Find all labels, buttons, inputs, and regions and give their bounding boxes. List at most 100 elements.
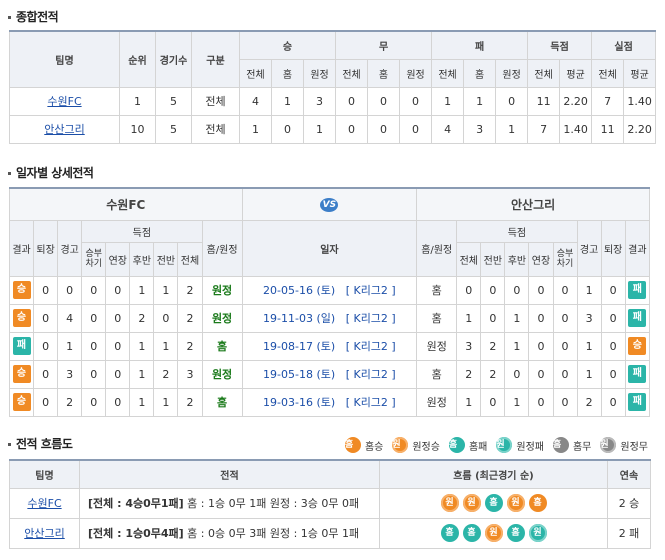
result-badge: 승 — [12, 393, 31, 411]
result-badge: 승 — [12, 365, 31, 383]
stat-cell: 0 — [600, 275, 626, 305]
flow-icon: 원 — [528, 524, 547, 542]
stat-cell: 0 — [480, 275, 506, 305]
table-row: 승 0 3 0 0 1 2 3 원정 19-05-18 (토) [ K리그2 ] 홈 2 2 0 0 0 1 0 패 — [8, 359, 651, 389]
cell: 4 — [431, 114, 465, 144]
stat-cell: 4 — [57, 303, 83, 333]
legend-label: 홈패 — [468, 441, 488, 453]
result-cell: 패 — [8, 331, 35, 361]
h-h2: 후반 — [129, 241, 155, 277]
record-total: [전체 : 1승0무4패] — [88, 527, 184, 540]
stat-cell: 2 — [153, 359, 179, 389]
stat-cell: 0 — [57, 275, 83, 305]
streak-cell: 2 승 — [607, 487, 651, 519]
stat-cell: 0 — [552, 303, 578, 333]
stat-cell: 1 — [504, 331, 530, 361]
stat-cell: 0 — [600, 303, 626, 333]
stat-cell: 0 — [600, 387, 626, 417]
record-detail: 홈 : 0승 0무 3패 원정 : 1승 0무 1패 — [183, 527, 360, 540]
h-total: 전체 — [177, 241, 203, 277]
sub-home: 홈 — [271, 58, 304, 88]
legend-icon: 원 — [600, 437, 617, 453]
home-away-cell: 홈 — [416, 303, 458, 333]
stat-cell: 1 — [129, 359, 155, 389]
result-cell: 패 — [624, 275, 651, 305]
flow-icon: 원 — [484, 524, 503, 542]
sub-total: 전체 — [527, 58, 561, 88]
flow-icon: 홈 — [440, 524, 459, 542]
cell: 1 — [495, 114, 529, 144]
home-away-cell: 원정 — [201, 275, 243, 305]
table-row: 승 0 0 0 0 1 1 2 원정 20-05-16 (토) [ K리그2 ] 홈 0 0 0 0 0 1 0 패 — [8, 275, 651, 305]
legend-label: 원정패 — [516, 441, 544, 453]
cell: 0 — [495, 86, 529, 116]
cell: 7 — [591, 86, 625, 116]
stat-cell: 0 — [552, 359, 578, 389]
stat-cell: 0 — [81, 359, 107, 389]
cell: 0 — [399, 114, 433, 144]
result-badge: 패 — [628, 281, 647, 299]
result-cell: 승 — [8, 387, 35, 417]
daily-table: 수원FC VS 안산그리 결과 퇴장 경고 득점 홈/원정 일자 홈/원정 득점… — [8, 187, 651, 417]
team-link[interactable]: 수원FC — [47, 95, 82, 108]
cell: 0 — [367, 86, 401, 116]
header-rank: 순위 — [119, 30, 156, 88]
stat-cell: 0 — [33, 387, 59, 417]
h-ext: 연장 — [528, 241, 554, 277]
date-cell: 19-03-16 (토) [ K리그2 ] — [241, 387, 418, 417]
legend-label: 원정승 — [412, 441, 440, 453]
flow-icon: 홈 — [506, 524, 525, 542]
stat-cell: 1 — [153, 275, 179, 305]
stat-cell: 0 — [528, 275, 554, 305]
date-text: 19-05-18 (토) — [263, 368, 336, 381]
result-cell: 패 — [624, 303, 651, 333]
legend-label: 홈승 — [364, 441, 384, 453]
date-cell: 20-05-16 (토) [ K리그2 ] — [241, 275, 418, 305]
h-total: 전체 — [456, 241, 482, 277]
table-row: 안산그리 [전체 : 1승0무4패] 홈 : 0승 0무 3패 원정 : 1승 0… — [9, 517, 651, 549]
team-link[interactable]: 수원FC — [27, 497, 62, 510]
stat-cell: 0 — [528, 359, 554, 389]
h-pk: 승부차기 — [81, 241, 107, 277]
flow-icon: 홈 — [462, 524, 481, 542]
stat-cell: 0 — [81, 275, 107, 305]
legend-label: 원정무 — [620, 441, 648, 453]
legend-icon: 원 — [496, 437, 513, 453]
flow-icon: 홈 — [484, 494, 503, 512]
cell: 3 — [302, 86, 337, 116]
stat-cell: 0 — [81, 303, 107, 333]
team-link[interactable]: 안산그리 — [44, 123, 85, 136]
h-sendoff: 퇴장 — [600, 219, 626, 277]
stat-cell: 0 — [33, 331, 59, 361]
header-team: 팀명 — [9, 30, 120, 88]
result-badge: 패 — [628, 365, 647, 383]
games-cell: 5 — [155, 114, 192, 144]
stat-cell: 0 — [552, 331, 578, 361]
header-div: 구분 — [191, 30, 240, 88]
record-cell: [전체 : 1승0무4패] 홈 : 0승 0무 3패 원정 : 1승 0무 1패 — [79, 517, 380, 549]
stat-cell: 1 — [129, 331, 155, 361]
h-pk: 승부차기 — [552, 241, 578, 277]
stat-cell: 1 — [576, 359, 602, 389]
home-away-cell: 원정 — [201, 359, 243, 389]
h-h1: 전반 — [153, 241, 179, 277]
sub-away: 원정 — [399, 58, 433, 88]
cell: 0 — [271, 114, 304, 144]
result-cell: 승 — [8, 303, 35, 333]
stat-cell: 1 — [504, 387, 530, 417]
stat-cell: 2 — [129, 303, 155, 333]
h-ext: 연장 — [105, 241, 131, 277]
stat-cell: 0 — [528, 387, 554, 417]
flow-icon: 홈 — [528, 494, 547, 512]
stat-cell: 1 — [504, 303, 530, 333]
stat-cell: 0 — [600, 331, 626, 361]
home-away-cell: 홈 — [201, 331, 243, 361]
team-link[interactable]: 안산그리 — [24, 527, 65, 540]
result-cell: 승 — [8, 275, 35, 305]
table-row: 승 0 4 0 0 2 0 2 원정 19-11-03 (일) [ K리그2 ] 홈 1 0 1 0 0 3 0 패 — [8, 303, 651, 333]
stat-cell: 2 — [57, 387, 83, 417]
rank-cell: 10 — [119, 114, 156, 144]
stat-cell: 2 — [456, 359, 482, 389]
cell: 3 — [463, 114, 497, 144]
table-row: 수원FC [전체 : 4승0무1패] 홈 : 1승 0무 1패 원정 : 3승 0… — [9, 487, 651, 519]
